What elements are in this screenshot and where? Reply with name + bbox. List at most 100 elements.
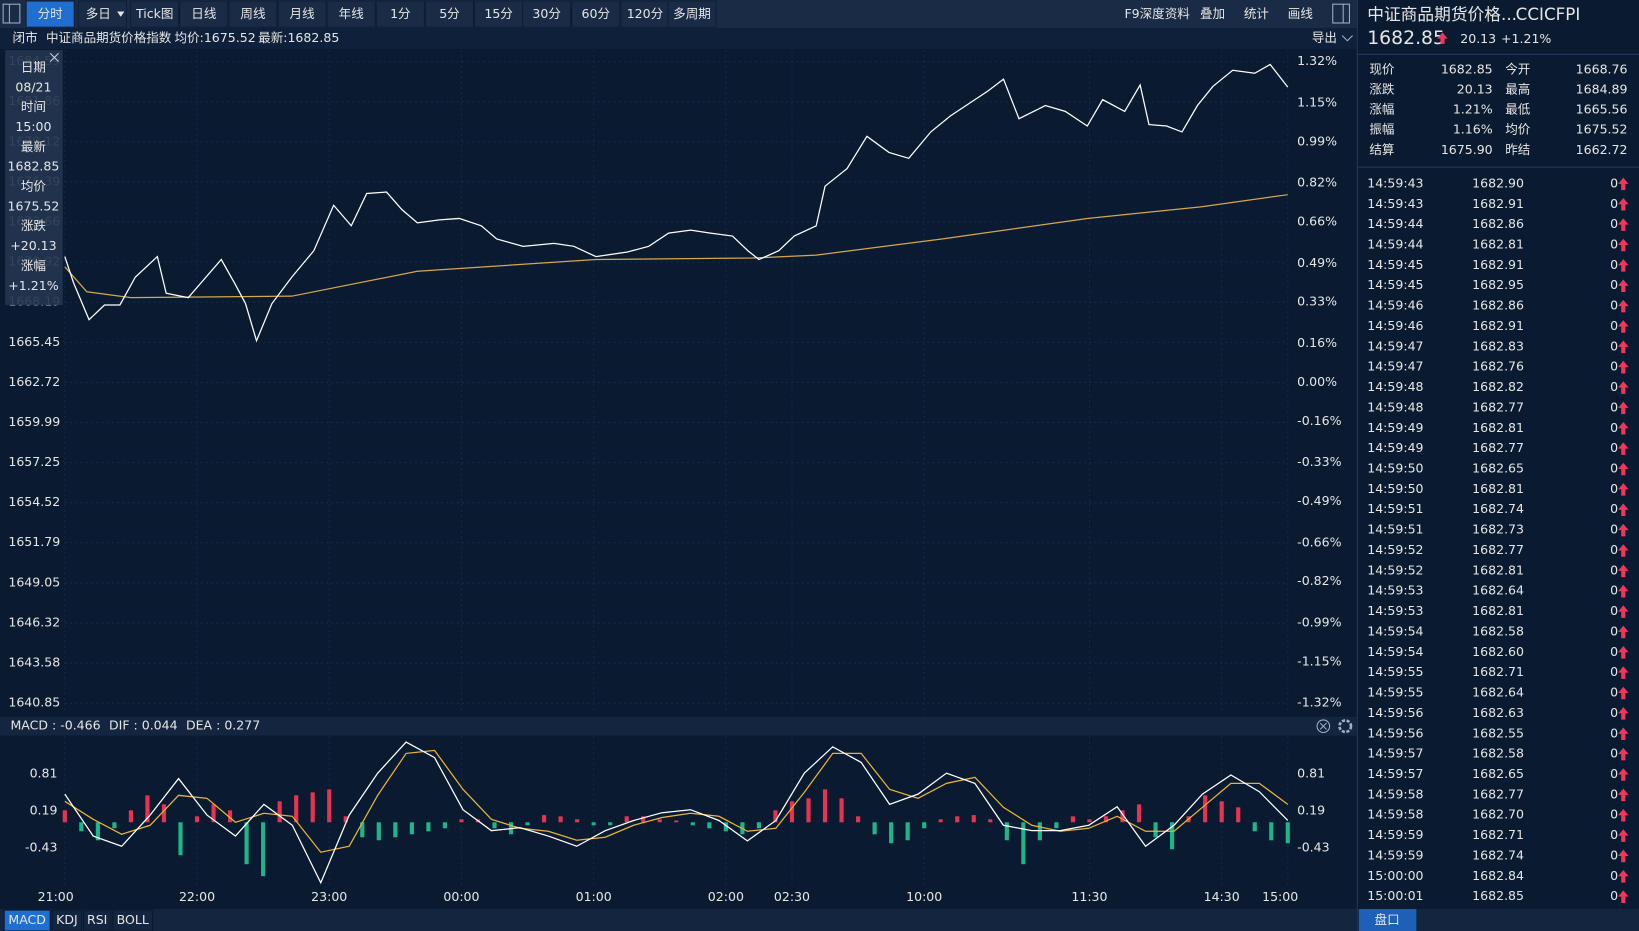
tab-label[interactable]: 多周期 bbox=[673, 6, 711, 21]
trade-volume: 0 bbox=[1610, 440, 1618, 455]
y-tick-label: 1659.99 bbox=[8, 414, 60, 429]
macd-bar bbox=[294, 795, 299, 823]
trade-price: 1682.77 bbox=[1472, 440, 1524, 455]
macd-bar bbox=[1236, 807, 1241, 823]
macd-bar bbox=[1285, 822, 1290, 844]
y2-tick-label: -0.82% bbox=[1297, 573, 1341, 588]
trade-time: 14:59:52 bbox=[1367, 562, 1423, 577]
y-tick-label: 1649.05 bbox=[8, 574, 60, 589]
macd-bar bbox=[591, 822, 596, 826]
macd-bar bbox=[194, 816, 200, 823]
trade-volume: 0 bbox=[1610, 175, 1618, 190]
trade-time: 14:59:51 bbox=[1367, 501, 1423, 516]
tab[interactable] bbox=[25, 0, 75, 28]
macd-y2-tick-label: 0.19 bbox=[1297, 802, 1325, 817]
macd-bar bbox=[95, 822, 100, 841]
tooltip-label: 涨幅 bbox=[21, 258, 46, 273]
side-footer[interactable]: 盘口 bbox=[1375, 912, 1400, 927]
macd-bar bbox=[1219, 801, 1224, 823]
tab-label[interactable]: 年线 bbox=[339, 6, 365, 21]
indicator-legend: DEA : 0.277 bbox=[186, 718, 260, 733]
tab-label[interactable]: 日线 bbox=[191, 6, 217, 21]
trade-volume: 0 bbox=[1610, 379, 1618, 394]
side-bottom-bar bbox=[1357, 909, 1639, 931]
tab[interactable] bbox=[667, 0, 717, 28]
tooltip-value: +1.21% bbox=[8, 278, 58, 293]
tab[interactable] bbox=[326, 0, 376, 28]
quote-label: 均价 bbox=[1505, 122, 1531, 137]
tool-button[interactable]: F9深度资料 bbox=[1124, 6, 1190, 21]
tab[interactable] bbox=[277, 0, 327, 28]
tab-label[interactable]: 分时 bbox=[38, 6, 64, 21]
trade-time: 14:59:53 bbox=[1367, 603, 1423, 618]
quote-value: 1662.72 bbox=[1576, 142, 1628, 157]
indicator-tab[interactable] bbox=[83, 909, 112, 931]
indicator-tab[interactable] bbox=[3, 909, 51, 931]
side-toggle[interactable] bbox=[1332, 3, 1350, 24]
macd-bar bbox=[789, 801, 795, 823]
tab-label[interactable]: 1分 bbox=[390, 6, 411, 21]
tool-button[interactable]: 画线 bbox=[1288, 6, 1314, 21]
tab-label[interactable]: 5分 bbox=[439, 6, 460, 21]
tooltip-value: 1682.85 bbox=[8, 159, 60, 174]
tab[interactable] bbox=[571, 0, 621, 28]
quote-value: 1668.76 bbox=[1576, 62, 1628, 77]
trade-price: 1682.58 bbox=[1472, 623, 1524, 638]
indicator-tab-label[interactable]: MACD bbox=[8, 912, 46, 927]
side-footer-tab[interactable] bbox=[1358, 909, 1417, 931]
trade-volume: 0 bbox=[1610, 481, 1618, 496]
tab-label[interactable]: 15分 bbox=[484, 6, 513, 21]
trade-time: 14:59:50 bbox=[1367, 461, 1423, 476]
trade-time: 14:59:59 bbox=[1367, 847, 1423, 862]
tab[interactable] bbox=[620, 0, 670, 28]
macd-y-tick-label: 0.19 bbox=[30, 802, 58, 817]
indicator-tab-label[interactable]: BOLL bbox=[117, 912, 149, 927]
macd-bar bbox=[624, 816, 629, 823]
indicator-tab-label[interactable]: KDJ bbox=[56, 912, 78, 927]
tab-label[interactable]: 多日 bbox=[86, 6, 111, 21]
tab[interactable] bbox=[375, 0, 425, 28]
tab-label[interactable]: 周线 bbox=[240, 6, 266, 21]
tab[interactable] bbox=[77, 0, 128, 28]
tab[interactable] bbox=[522, 0, 572, 28]
close-indicator[interactable] bbox=[1316, 719, 1331, 733]
tooltip-close[interactable] bbox=[49, 52, 59, 63]
trade-time: 14:59:48 bbox=[1367, 379, 1423, 394]
tab-label[interactable]: 月线 bbox=[290, 6, 316, 21]
trade-time: 14:59:45 bbox=[1367, 257, 1423, 272]
tab[interactable] bbox=[228, 0, 278, 28]
macd-bar bbox=[327, 789, 332, 823]
trade-volume: 0 bbox=[1610, 420, 1618, 435]
trade-price: 1682.77 bbox=[1472, 399, 1524, 414]
tab-label[interactable]: 60分 bbox=[582, 6, 611, 21]
tab[interactable] bbox=[474, 0, 524, 28]
trade-volume: 0 bbox=[1610, 868, 1618, 883]
tool-button[interactable]: 统计 bbox=[1244, 6, 1269, 21]
export[interactable]: 导出 bbox=[1312, 30, 1337, 45]
tooltip-label: 最新 bbox=[21, 139, 46, 154]
indicator-tab[interactable] bbox=[112, 909, 154, 931]
trade-time: 14:59:51 bbox=[1367, 522, 1423, 537]
tab-label[interactable]: Tick图 bbox=[135, 6, 173, 21]
tab[interactable] bbox=[179, 0, 229, 28]
trade-price: 1682.60 bbox=[1472, 644, 1524, 659]
settings-icon[interactable] bbox=[1338, 719, 1353, 734]
trade-time: 14:59:56 bbox=[1367, 725, 1423, 740]
tab-label[interactable]: 30分 bbox=[532, 6, 561, 21]
panel-toggle[interactable] bbox=[2, 3, 21, 24]
indicator-tab[interactable] bbox=[51, 909, 83, 931]
tab[interactable] bbox=[130, 0, 180, 28]
indicator-tab-label[interactable]: RSI bbox=[87, 912, 107, 927]
macd-bar bbox=[1054, 822, 1059, 829]
bottom-bar bbox=[0, 909, 1357, 931]
tab[interactable] bbox=[424, 0, 475, 28]
x-tick-label: 22:00 bbox=[179, 889, 215, 904]
macd-bar bbox=[558, 816, 563, 823]
macd-bar bbox=[1087, 819, 1092, 823]
tool-button[interactable]: 叠加 bbox=[1200, 6, 1225, 21]
side-title: 中证商品期货价格... bbox=[1367, 4, 1517, 24]
macd-bar bbox=[938, 819, 943, 823]
tab-label[interactable]: 120分 bbox=[627, 6, 664, 21]
